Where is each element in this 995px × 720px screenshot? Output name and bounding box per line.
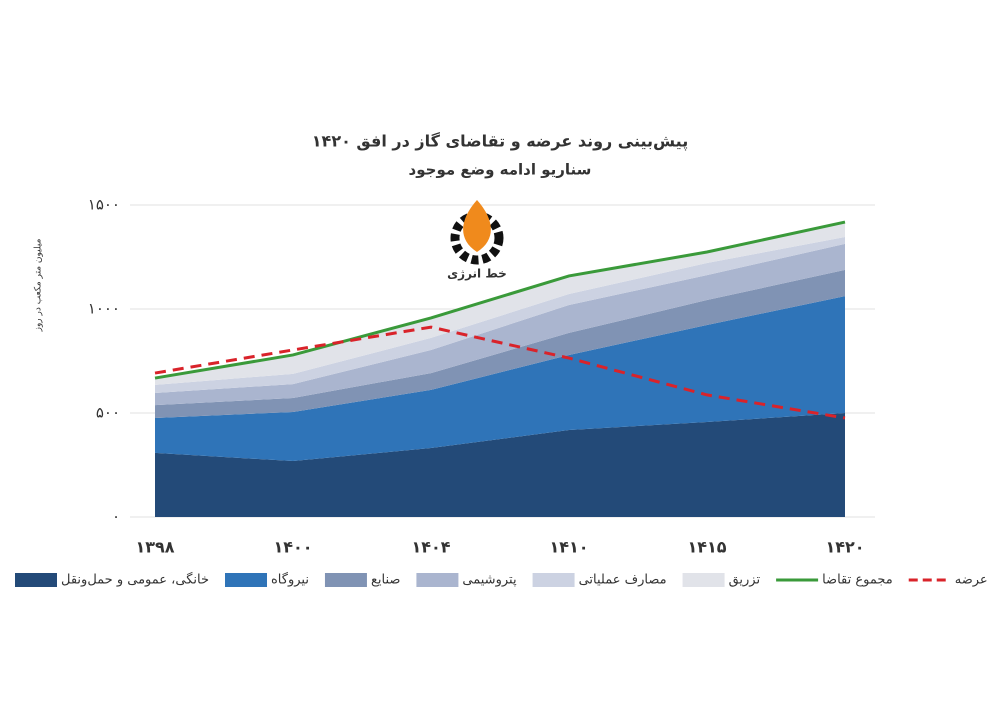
legend-swatch: [532, 573, 575, 587]
chart-subtitle: سناریو ادامه وضع موجود: [409, 161, 592, 179]
legend-label: نیروگاه: [271, 572, 309, 588]
legend-label: صنایع: [371, 573, 400, 588]
legend-swatch: [416, 573, 459, 587]
y-tick-label: ۱۰۰۰: [88, 300, 120, 318]
legend-label: مصارف عملیاتی: [579, 573, 667, 588]
y-tick-label: ۵۰۰: [96, 404, 120, 422]
area: [155, 413, 845, 517]
x-tick-label: ۱۳۹۸: [135, 538, 174, 557]
legend-label: خانگی، عمومی و حمل‌ونقل: [61, 572, 209, 588]
x-tick-label: ۱۴۰۰: [273, 538, 312, 557]
x-tick-label: ۱۴۱۵: [687, 538, 726, 557]
legend-label: عرضه: [955, 573, 988, 588]
y-axis-label: میلیون متر مکعب در روز: [34, 238, 44, 332]
legend-swatch: [15, 573, 57, 587]
x-tick-label: ۱۴۲۰: [825, 538, 864, 557]
area: [155, 237, 845, 394]
y-tick-label: ۰: [112, 508, 120, 526]
y-tick-label: ۱۵۰۰: [88, 196, 120, 214]
line: [154, 325, 846, 420]
x-tick-label: ۱۴۰۴: [411, 538, 450, 557]
area: [155, 222, 845, 385]
area: [155, 243, 845, 406]
logo: خط انرژی: [447, 200, 507, 281]
legend: خانگی، عمومی و حمل‌ونقل نیروگاه صنایع پتروش…: [15, 572, 988, 588]
legend-label: پتروشیمی: [462, 573, 517, 588]
legend-label: مجموع تقاضا: [822, 573, 893, 588]
legend-swatch: [225, 573, 268, 587]
legend-swatch: [324, 573, 367, 587]
line: [154, 220, 846, 380]
logo-text: خط انرژی: [447, 267, 507, 281]
plot-area: ۰ ۵۰۰ ۱۰۰۰ ۱۵۰۰ ۱۳۹۸ ۱۴۰۰ ۱۴۰۴ ۱۴۱۰ ۱۴۱۵ ۱۴۲۰: [88, 196, 875, 557]
logo-flame: [463, 200, 491, 252]
legend-swatch: [682, 573, 725, 587]
x-tick-label: ۱۴۱۰: [549, 538, 588, 557]
area: [155, 296, 845, 462]
area: [155, 269, 845, 418]
chart-title: پیش‌بینی روند عرضه و تقاضای گاز در افق ۱…: [312, 132, 688, 152]
legend-label: تزریق: [729, 573, 761, 588]
